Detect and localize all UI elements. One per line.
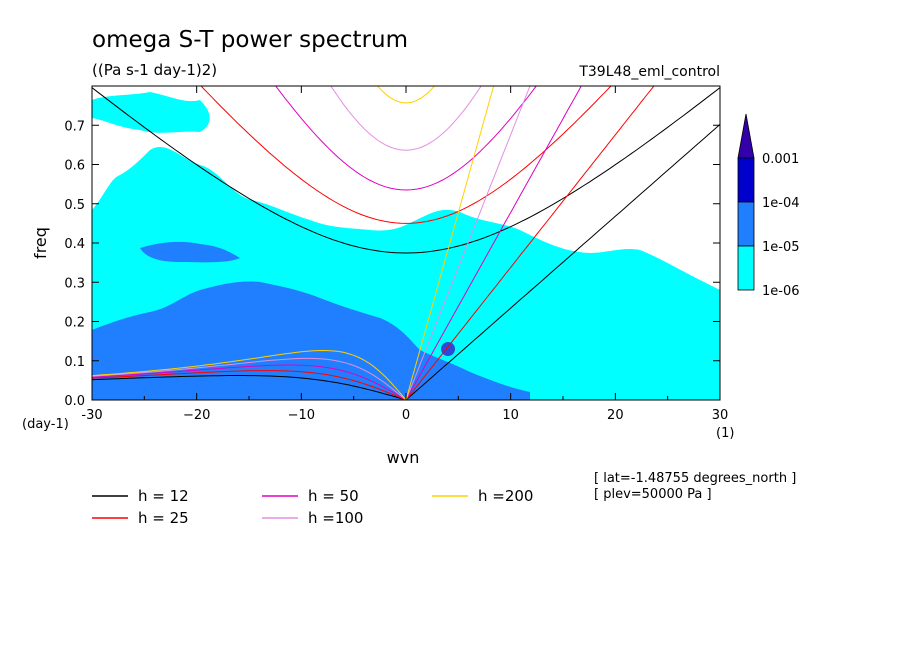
- x-tick-label: −20: [183, 408, 210, 423]
- y-tick-label: 0.3: [64, 276, 85, 291]
- kelvin-wave-curve: [405, 86, 531, 400]
- kelvin-wave-curve: [405, 86, 495, 400]
- gravity-wave-curve: [330, 86, 482, 151]
- x-axis: -30 −20 −10 0 10 20 30: [81, 86, 728, 423]
- rossby-wave-curve: [92, 375, 407, 400]
- y-tick-label: 0.1: [64, 355, 85, 370]
- kelvin-wave-curve: [405, 86, 655, 400]
- x-tick-label: 10: [502, 408, 519, 423]
- gravity-wave-curve: [200, 86, 612, 224]
- power-level-1e-04-blob: [441, 342, 455, 356]
- colorbar-label: 1e-06: [762, 284, 800, 299]
- power-level-1e-05: [92, 281, 530, 400]
- colorbar: 0.001 1e-04 1e-05 1e-06: [737, 113, 800, 299]
- legend-label: h = 50: [308, 487, 359, 505]
- colorbar-label: 1e-04: [762, 196, 800, 211]
- y-tick-label: 0.7: [64, 119, 85, 134]
- gravity-wave-curve: [92, 87, 720, 254]
- power-level-1e-06-upper: [92, 92, 210, 133]
- y-axis-title: freq: [31, 227, 50, 259]
- colorbar-label: 0.001: [762, 152, 799, 167]
- y-tick-label: 0.6: [64, 159, 85, 174]
- rossby-wave-curve: [92, 364, 407, 400]
- colorbar-segment: [737, 201, 755, 247]
- y-tick-label: 0.4: [64, 237, 85, 252]
- x-axis-title: wvn: [387, 448, 420, 467]
- colorbar-segment: [737, 245, 755, 291]
- power-level-1e-05-patch: [140, 241, 240, 263]
- y-unit-label: (day-1): [22, 417, 69, 432]
- x-tick-label: −10: [288, 408, 315, 423]
- x-unit-label: (1): [716, 426, 734, 441]
- x-tick-label: 0: [402, 408, 410, 423]
- y-tick-label: 0.2: [64, 316, 85, 331]
- power-shading: [92, 92, 720, 400]
- y-tick-label: 0.0: [64, 394, 85, 409]
- rossby-wave-curve: [92, 357, 407, 400]
- pressure-annotation: [ plev=50000 Pa ]: [594, 487, 712, 502]
- gravity-wave-curve: [377, 86, 435, 104]
- colorbar-arrow: [737, 113, 755, 159]
- chart-title: omega S-T power spectrum: [92, 27, 408, 53]
- dispersion-curves: [92, 86, 720, 400]
- kelvin-wave-curve: [405, 124, 720, 400]
- legend-label: h = 12: [138, 487, 189, 505]
- x-tick-label: 20: [607, 408, 624, 423]
- legend-label: h =200: [478, 487, 533, 505]
- chart-subtitle: ((Pa s-1 day-1)2): [92, 61, 217, 79]
- plot-area: -30 −20 −10 0 10 20 30 0.00.10.20.30.40.50.60.…: [64, 85, 728, 423]
- legend-label: h =100: [308, 509, 363, 527]
- x-tick-label: 30: [712, 408, 729, 423]
- run-label: T39L48_eml_control: [578, 64, 720, 80]
- rossby-wave-curve: [92, 349, 407, 400]
- latitude-annotation: [ lat=-1.48755 degrees_north ]: [594, 471, 796, 486]
- legend: h = 12 h = 25 h = 50 h =100 h =200: [92, 487, 533, 527]
- y-axis: 0.0 0.1 0.2 0.3 0.4 0.5 0.6 0.7: [64, 119, 720, 409]
- colorbar-segment: [737, 157, 755, 203]
- colorbar-label: 1e-05: [762, 240, 800, 255]
- legend-label: h = 25: [138, 509, 189, 527]
- x-tick-label: -30: [81, 408, 102, 423]
- y-tick-label: 0.5: [64, 198, 85, 213]
- rossby-wave-curve: [92, 370, 407, 400]
- kelvin-wave-curve: [405, 86, 582, 400]
- gravity-wave-curve: [275, 86, 537, 191]
